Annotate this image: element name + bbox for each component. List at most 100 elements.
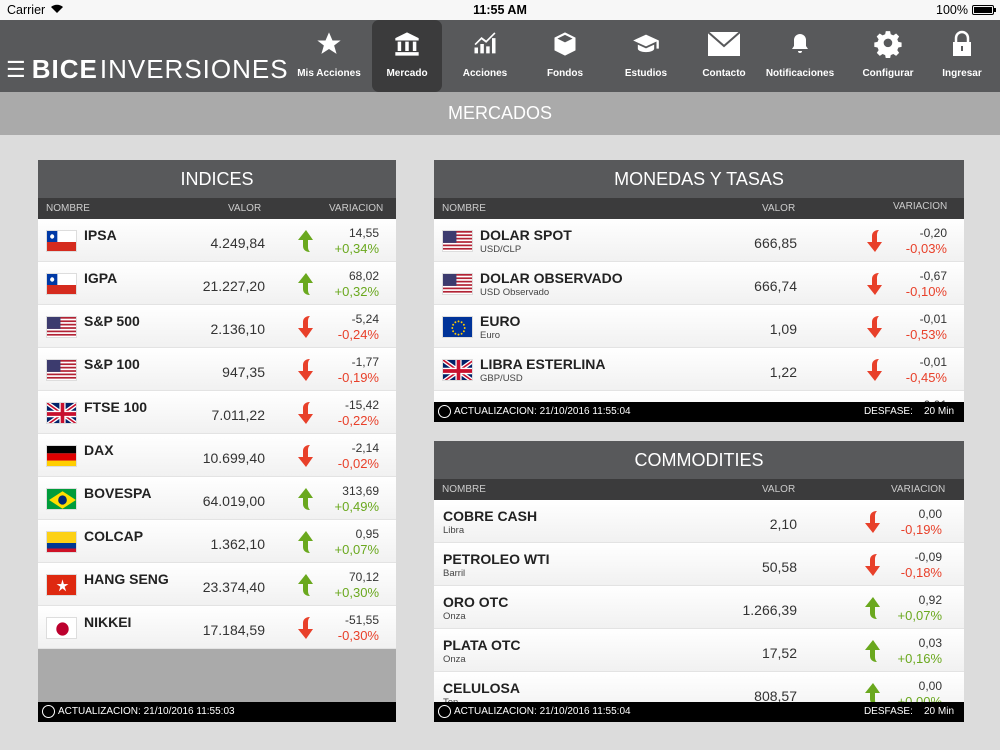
clock-icon: [438, 405, 451, 418]
row-name: BOVESPA: [84, 485, 152, 501]
row-subtitle: Euro: [480, 330, 501, 341]
row-subtitle: Libra: [443, 525, 465, 536]
row-name: LIBRA ESTERLINA: [480, 356, 606, 372]
table-row[interactable]: S&P 500 2.136,10 -5,24 -0,24%: [38, 305, 396, 348]
indices-title: INDICES: [38, 160, 396, 198]
nav-mercado[interactable]: Mercado: [372, 20, 442, 92]
star-icon: [317, 32, 341, 54]
row-change: -0,01: [919, 312, 947, 326]
row-value: 666,74: [754, 278, 797, 294]
flag-uk-icon: [442, 359, 473, 381]
row-change: -5,24: [351, 312, 379, 326]
arrow-down-icon: [864, 510, 882, 534]
row-name: PLATA OTC: [443, 637, 521, 653]
nav-mis-acciones[interactable]: Mis Acciones: [293, 20, 365, 92]
row-value: 1,22: [769, 364, 797, 380]
nav-notificaciones[interactable]: Notificaciones: [760, 20, 840, 92]
row-change-percent: -0,02%: [337, 456, 379, 471]
row-name: NIKKEI: [84, 614, 132, 630]
row-subtitle: USD/CLP: [480, 244, 522, 255]
indices-panel: INDICES NOMBRE VALOR VARIACION IPSA 4.249…: [38, 160, 396, 722]
table-row[interactable]: S&P 100 947,35 -1,77 -0,19%: [38, 348, 396, 391]
table-row[interactable]: LIBRA ESTERLINA GBP/USD 1,22 -0,01 -0,45%: [434, 348, 964, 391]
flag-br-icon: [46, 488, 77, 510]
indices-column-header: NOMBRE VALOR VARIACION: [38, 198, 396, 219]
table-row[interactable]: HANG SENG 23.374,40 70,12 +0,30%: [38, 563, 396, 606]
monedas-panel: MONEDAS Y TASAS NOMBRE VALOR VARIACION D…: [434, 160, 964, 422]
update-timestamp: ACTUALIZACION: 21/10/2016 11:55:04: [454, 406, 631, 417]
table-row[interactable]: DOLAR SPOT USD/CLP 666,85 -0,20 -0,03%: [434, 219, 964, 262]
table-row[interactable]: IPSA 4.249,84 14,55 +0,34%: [38, 219, 396, 262]
row-change: -15,42: [344, 398, 379, 412]
table-row[interactable]: DAX 10.699,40 -2,14 -0,02%: [38, 434, 396, 477]
row-name: FTSE 100: [84, 399, 148, 415]
commodities-panel: COMMODITIES NOMBRE VALOR VARIACION COBRE…: [434, 441, 964, 722]
table-row[interactable]: ORO OTC Onza 1.266,39 0,92 +0,07%: [434, 586, 964, 629]
row-value: 50,58: [761, 559, 797, 575]
col-valor: VALOR: [762, 203, 796, 214]
flag-cl-icon: [46, 273, 77, 295]
arrow-down-icon: [297, 358, 315, 382]
arrow-up-icon: [297, 229, 315, 253]
flag-us-icon: [46, 316, 77, 338]
arrow-up-icon: [297, 573, 315, 597]
table-row[interactable]: IGPA 21.227,20 68,02 +0,32%: [38, 262, 396, 305]
brand-logo[interactable]: ☰ BICE INVERSIONES: [6, 54, 289, 85]
flag-eu-icon: [442, 316, 473, 338]
row-change: 0,00: [918, 679, 942, 693]
nav-ingresar[interactable]: Ingresar: [930, 20, 994, 92]
table-row[interactable]: NIKKEI 17.184,59 -51,55 -0,30%: [38, 606, 396, 649]
row-change-percent: -0,03%: [905, 241, 947, 256]
arrow-up-icon: [864, 596, 882, 620]
arrow-down-icon: [866, 272, 884, 296]
nav-contacto[interactable]: Contacto: [688, 20, 760, 92]
flag-de-icon: [46, 445, 77, 467]
row-change-percent: -0,10%: [905, 284, 947, 299]
hamburger-menu-icon[interactable]: ☰: [6, 56, 26, 82]
table-row[interactable]: COLCAP 1.362,10 0,95 +0,07%: [38, 520, 396, 563]
table-row[interactable]: COBRE CASH Libra 2,10 0,00 -0,19%: [434, 500, 964, 543]
row-change-percent: -0,18%: [900, 565, 942, 580]
row-value: 808,57: [754, 688, 797, 703]
flag-us-icon: [442, 273, 473, 295]
update-timestamp: ACTUALIZACION: 21/10/2016 11:55:03: [58, 706, 235, 717]
row-name: CELULOSA: [443, 680, 520, 696]
row-change: -0,01: [919, 355, 947, 369]
battery-percent: 100%: [936, 3, 968, 17]
row-value: 10.699,40: [202, 450, 265, 466]
table-row[interactable]: CELULOSA Ton 808,57 0,00 +0,00%: [434, 672, 964, 703]
row-change-percent: -0,19%: [900, 522, 942, 537]
row-subtitle: Onza: [443, 654, 466, 665]
nav-acciones[interactable]: Acciones: [450, 20, 520, 92]
row-name: S&P 500: [84, 313, 140, 329]
nav-label: Configurar: [862, 68, 914, 79]
row-name: DAX: [84, 442, 114, 458]
row-name: ORO OTC: [443, 594, 509, 610]
row-change: -0,09: [914, 550, 942, 564]
table-row[interactable]: BOVESPA 64.019,00 313,69 +0,49%: [38, 477, 396, 520]
nav-fondos[interactable]: Fondos: [530, 20, 600, 92]
row-change: -0,67: [919, 269, 947, 283]
table-row[interactable]: PLATA OTC Onza 17,52 0,03 +0,16%: [434, 629, 964, 672]
row-name: PETROLEO WTI: [443, 551, 550, 567]
row-name: DOLAR SPOT: [480, 227, 572, 243]
row-change-percent: +0,00%: [897, 694, 942, 703]
nav-label: Mis Acciones: [297, 68, 361, 79]
row-change-percent: +0,16%: [897, 651, 942, 666]
table-row[interactable]: PETROLEO WTI Barril 50,58 -0,09 -0,18%: [434, 543, 964, 586]
flag-cl-icon: [46, 230, 77, 252]
nav-label: Fondos: [546, 68, 584, 79]
row-subtitle: Barril: [443, 568, 466, 579]
commodities-list[interactable]: COBRE CASH Libra 2,10 0,00 -0,19% PETROLEO WT…: [434, 500, 964, 703]
flag-co-icon: [46, 531, 77, 553]
row-name: DOLAR OBSERVADO: [480, 270, 623, 286]
flag-uk-icon: [46, 402, 77, 424]
table-row[interactable]: DOLAR OBSERVADO USD Observado 666,74 -0,67-…: [434, 262, 964, 305]
nav-configurar[interactable]: Configurar: [852, 20, 924, 92]
table-row[interactable]: FTSE 100 7.011,22 -15,42 -0,22%: [38, 391, 396, 434]
commodities-column-header: NOMBRE VALOR VARIACION: [434, 479, 964, 500]
flag-us-icon: [46, 359, 77, 381]
nav-estudios[interactable]: Estudios: [610, 20, 682, 92]
table-row[interactable]: EURO Euro 1,09 -0,01 -0,53%: [434, 305, 964, 348]
monedas-list[interactable]: DOLAR SPOT USD/CLP 666,85 -0,20 -0,03% DOLAR …: [434, 219, 964, 403]
